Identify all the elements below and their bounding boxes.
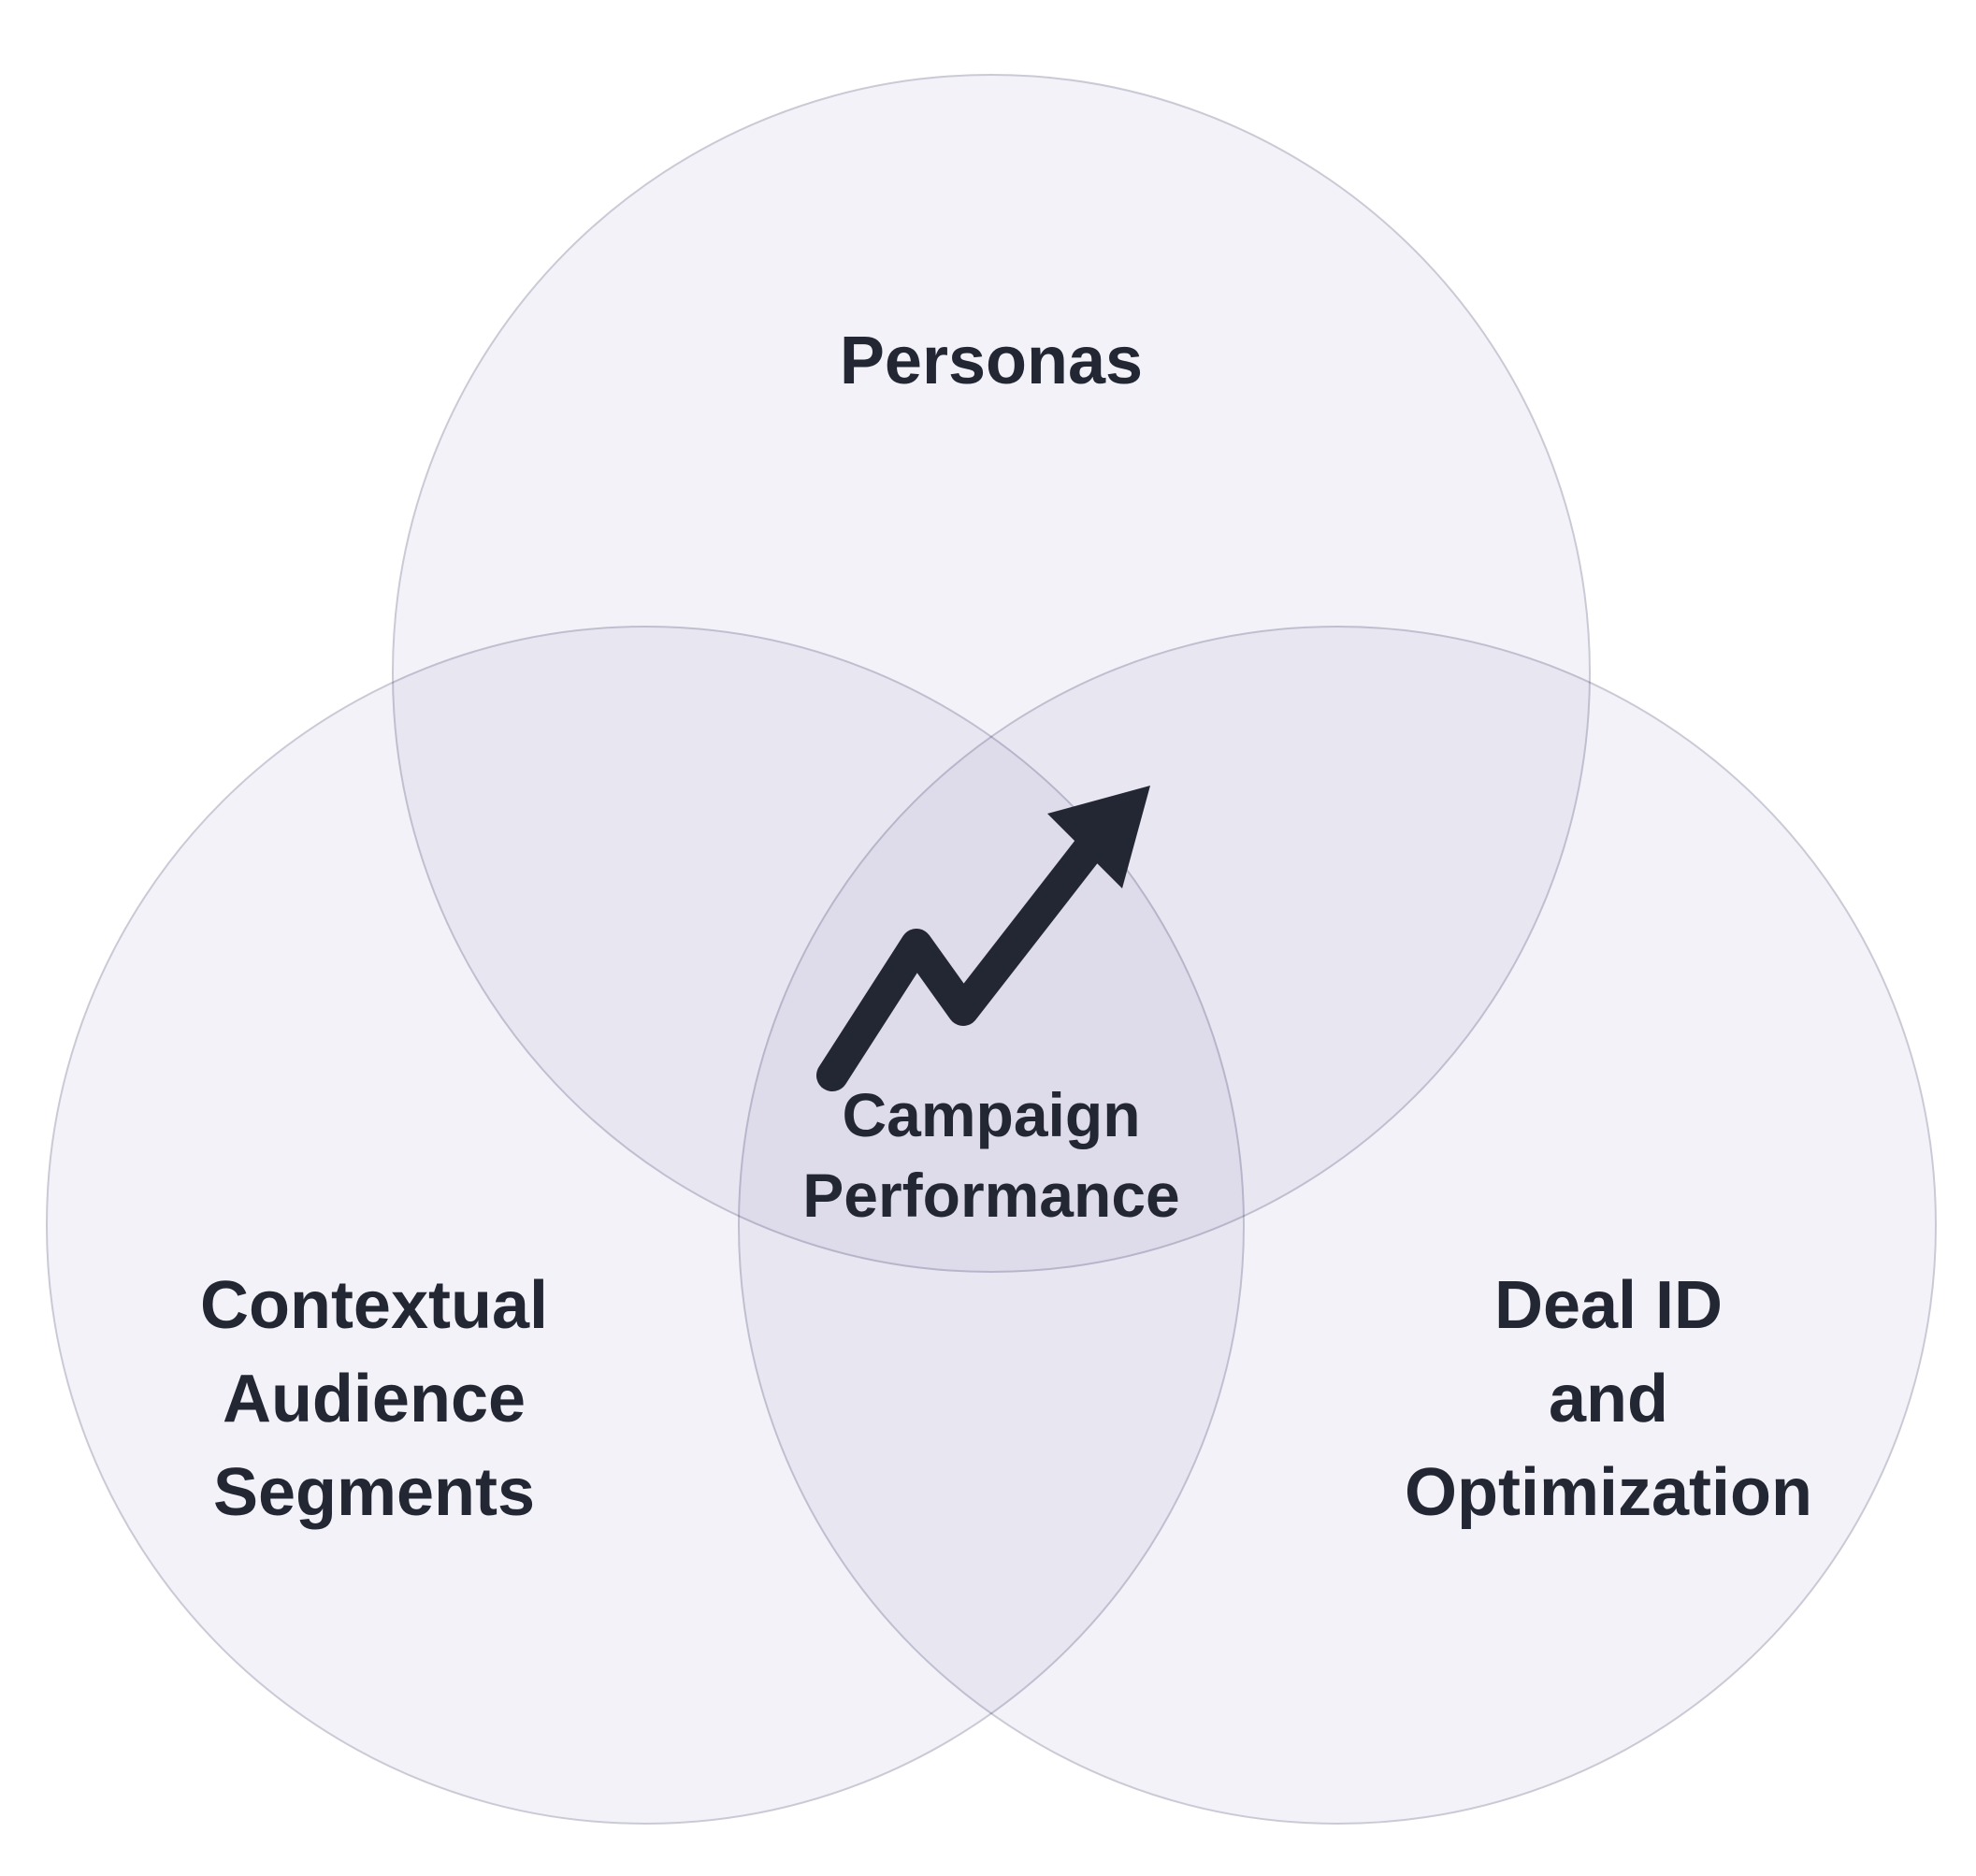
venn-diagram: PersonasContextualAudienceSegmentsDeal I… xyxy=(0,0,1976,1876)
venn-svg: PersonasContextualAudienceSegmentsDeal I… xyxy=(0,0,1976,1876)
label-left: ContextualAudienceSegments xyxy=(200,1268,548,1530)
label-top: Personas xyxy=(840,324,1143,398)
